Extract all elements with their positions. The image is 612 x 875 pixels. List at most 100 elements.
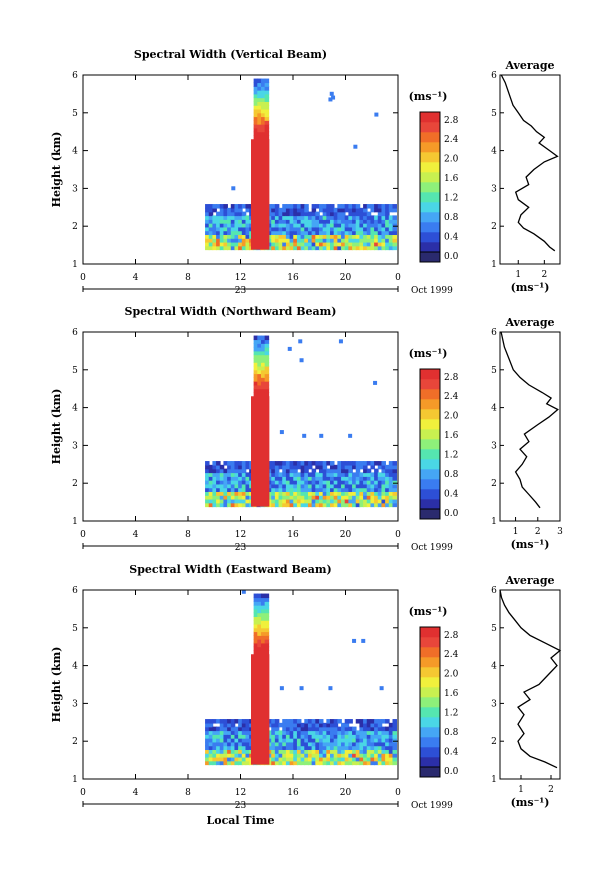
heatmap-cell xyxy=(238,461,243,466)
heatmap-cell xyxy=(352,753,357,758)
heatmap-cell xyxy=(257,123,262,129)
heatmap-cell xyxy=(355,749,361,754)
heatmap-cell xyxy=(341,230,346,236)
heatmap-cell xyxy=(253,131,259,136)
avg-y-tick-label: 6 xyxy=(491,586,497,596)
heatmap-cell xyxy=(264,343,270,348)
heatmap-cell xyxy=(392,215,397,220)
colorbar-tick-label: 0.0 xyxy=(444,767,459,777)
heatmap-cell xyxy=(285,502,291,508)
heatmap-cell xyxy=(241,468,247,474)
heatmap-cell xyxy=(300,502,306,508)
heatmap-cell xyxy=(355,479,361,485)
heatmap-cell xyxy=(311,219,317,224)
heatmap-cell xyxy=(216,472,221,477)
heatmap-cell xyxy=(374,745,379,751)
heatmap-cell xyxy=(381,215,386,220)
heatmap-cell xyxy=(227,741,232,747)
heatmap-cell xyxy=(264,135,270,140)
heatmap-cell xyxy=(241,245,247,251)
heatmap-cell xyxy=(385,464,390,470)
heatmap-cell xyxy=(352,734,357,739)
heatmap-cell xyxy=(344,491,350,496)
heatmap-cell xyxy=(216,737,221,743)
heatmap-cell xyxy=(285,234,291,239)
heatmap-cell xyxy=(370,741,375,747)
heatmap-cell xyxy=(374,476,379,481)
heatmap-cell xyxy=(216,749,221,754)
colorbar-swatch xyxy=(420,212,440,223)
heatmap-cell xyxy=(341,234,346,239)
heatmap-cell xyxy=(333,487,339,493)
x-tick-label: 0 xyxy=(80,788,86,798)
heatmap-cell xyxy=(344,487,350,493)
heatmap-cell xyxy=(300,219,306,224)
heatmap-cell xyxy=(311,491,317,496)
heatmap-cell xyxy=(271,464,276,470)
heatmap-cell xyxy=(370,734,375,739)
colorbar-tick-label: 1.6 xyxy=(444,689,459,699)
heatmap-cell xyxy=(392,204,397,209)
heatmap-cell xyxy=(322,495,328,500)
heatmap-cell xyxy=(377,741,383,747)
heatmap-cell xyxy=(219,215,225,220)
heatmap-cell xyxy=(388,730,394,735)
heatmap-cell xyxy=(344,215,350,220)
y-tick-label: 5 xyxy=(72,109,78,119)
colorbar-tick-label: 2.0 xyxy=(444,670,459,680)
heatmap-cell xyxy=(348,745,353,751)
average-profile-line xyxy=(500,331,559,509)
heatmap-cell xyxy=(388,483,394,489)
heatmap-cell xyxy=(234,491,239,496)
heatmap-cell xyxy=(238,476,243,481)
heatmap-cell xyxy=(326,230,331,236)
heatmap-cell xyxy=(370,219,375,224)
heatmap-cell xyxy=(271,719,276,724)
heatmap-cell xyxy=(253,365,259,371)
heatmap-cell xyxy=(304,230,309,236)
heatmap-cell xyxy=(278,222,284,228)
heatmap-cell xyxy=(333,756,339,762)
heatmap-cell xyxy=(341,215,346,220)
heatmap-cell xyxy=(260,108,266,114)
heatmap-cell xyxy=(257,593,262,599)
heatmap-cell xyxy=(353,144,358,149)
heatmap-cell xyxy=(322,741,328,747)
heatmap-cell xyxy=(341,204,346,209)
heatmap-cell xyxy=(257,638,262,644)
heatmap-cell xyxy=(366,230,372,236)
heatmap-cell xyxy=(388,498,394,504)
heatmap-cell xyxy=(208,241,214,247)
average-title: Average xyxy=(504,316,554,329)
heatmap-cell xyxy=(326,207,331,213)
colorbar-swatch xyxy=(420,647,440,658)
heatmap-cell xyxy=(337,219,342,224)
heatmap-cell xyxy=(253,135,259,140)
heatmap-cell xyxy=(341,241,346,247)
x-tick-label: 12 xyxy=(235,273,246,283)
heatmap-cell xyxy=(278,464,284,470)
heatmap-cell xyxy=(330,737,335,743)
heatmap-cell xyxy=(238,498,243,504)
avg-y-tick-label: 4 xyxy=(491,404,497,414)
heatmap-cell xyxy=(289,498,295,504)
heatmap-cell xyxy=(267,226,273,232)
heatmap-cell xyxy=(205,461,210,466)
heatmap-cell xyxy=(223,476,228,481)
heatmap-cell xyxy=(260,339,266,344)
avg-y-tick-label: 2 xyxy=(491,737,497,747)
heatmap-cell xyxy=(260,82,266,87)
heatmap-cell xyxy=(282,483,287,489)
heatmap-cell xyxy=(205,498,210,504)
heatmap-cell xyxy=(370,222,375,228)
heatmap-cell xyxy=(363,491,368,496)
heatmap-cell xyxy=(234,760,239,766)
heatmap-cell xyxy=(216,734,221,739)
heatmap-cell xyxy=(274,741,280,747)
heatmap-cell xyxy=(392,464,397,470)
heatmap-cell xyxy=(264,616,270,621)
heatmap-cell xyxy=(216,745,221,751)
heatmap-cell xyxy=(208,234,214,239)
heatmap-cell xyxy=(212,741,217,747)
heatmap-cell xyxy=(216,226,221,232)
